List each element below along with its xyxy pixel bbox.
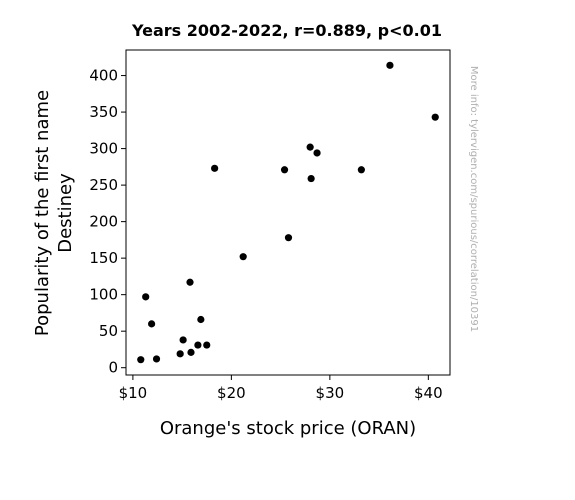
- data-point: [239, 253, 247, 261]
- data-point: [179, 336, 187, 344]
- data-point: [211, 164, 219, 172]
- x-tick-label: $30: [316, 384, 345, 402]
- data-point: [187, 348, 195, 356]
- y-tick-label: 200: [89, 213, 118, 231]
- y-tick-label: 100: [89, 286, 118, 304]
- data-point: [137, 356, 145, 364]
- y-tick-label: 0: [108, 359, 118, 377]
- data-point: [152, 355, 161, 363]
- data-point: [194, 341, 202, 349]
- y-tick-label: 50: [99, 322, 118, 340]
- source-note: More info: tylervigen.com/spurious/corre…: [468, 66, 479, 332]
- y-tick-label: 400: [89, 67, 118, 85]
- data-point: [307, 174, 315, 183]
- x-tick-label: $20: [217, 384, 246, 402]
- y-axis-ticks: 0 50 100 150 200 250 300 350 400: [89, 67, 126, 377]
- plot-area: [125, 49, 451, 376]
- data-point: [284, 234, 293, 242]
- data-points: [137, 61, 439, 364]
- data-point: [313, 149, 321, 157]
- data-point: [280, 166, 289, 174]
- data-point: [431, 113, 439, 121]
- y-axis-label-line-1: Popularity of the first name: [32, 90, 53, 336]
- data-point: [203, 341, 211, 349]
- data-point: [357, 166, 365, 174]
- data-point: [142, 293, 150, 301]
- chart-title: Years 2002-2022, r=0.889, p<0.01: [131, 21, 442, 40]
- y-axis-label-line-2: Destiney: [55, 173, 76, 253]
- y-tick-label: 300: [89, 140, 118, 158]
- x-tick-label: $10: [119, 384, 148, 402]
- data-point: [306, 143, 314, 151]
- data-point: [197, 315, 205, 324]
- x-axis-label: Orange's stock price (ORAN): [160, 418, 416, 439]
- x-axis-ticks: $10 $20 $30 $40: [119, 375, 443, 402]
- data-point: [186, 278, 194, 286]
- y-tick-label: 350: [89, 103, 118, 121]
- y-tick-label: 150: [89, 249, 118, 267]
- data-point: [176, 350, 184, 358]
- data-point: [386, 61, 394, 69]
- y-tick-label: 250: [89, 176, 118, 194]
- x-tick-label: $40: [414, 384, 443, 402]
- data-point: [148, 320, 156, 328]
